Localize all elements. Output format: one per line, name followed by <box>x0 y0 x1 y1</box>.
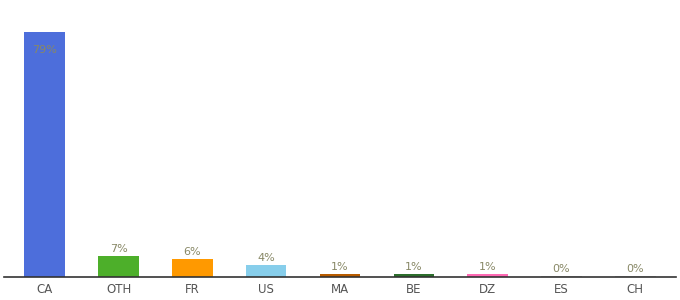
Bar <box>615 276 656 277</box>
Text: 0%: 0% <box>553 265 571 275</box>
Bar <box>394 274 434 277</box>
Text: 4%: 4% <box>257 253 275 263</box>
Text: 1%: 1% <box>405 262 423 272</box>
Text: 1%: 1% <box>479 262 496 272</box>
Bar <box>172 259 213 277</box>
Bar <box>467 274 508 277</box>
Text: 6%: 6% <box>184 247 201 257</box>
Bar <box>320 274 360 277</box>
Bar <box>24 32 65 277</box>
Text: 7%: 7% <box>109 244 127 254</box>
Text: 79%: 79% <box>33 44 57 55</box>
Bar <box>541 276 581 277</box>
Text: 0%: 0% <box>626 265 644 275</box>
Bar <box>99 256 139 277</box>
Bar <box>246 265 286 277</box>
Text: 1%: 1% <box>331 262 349 272</box>
